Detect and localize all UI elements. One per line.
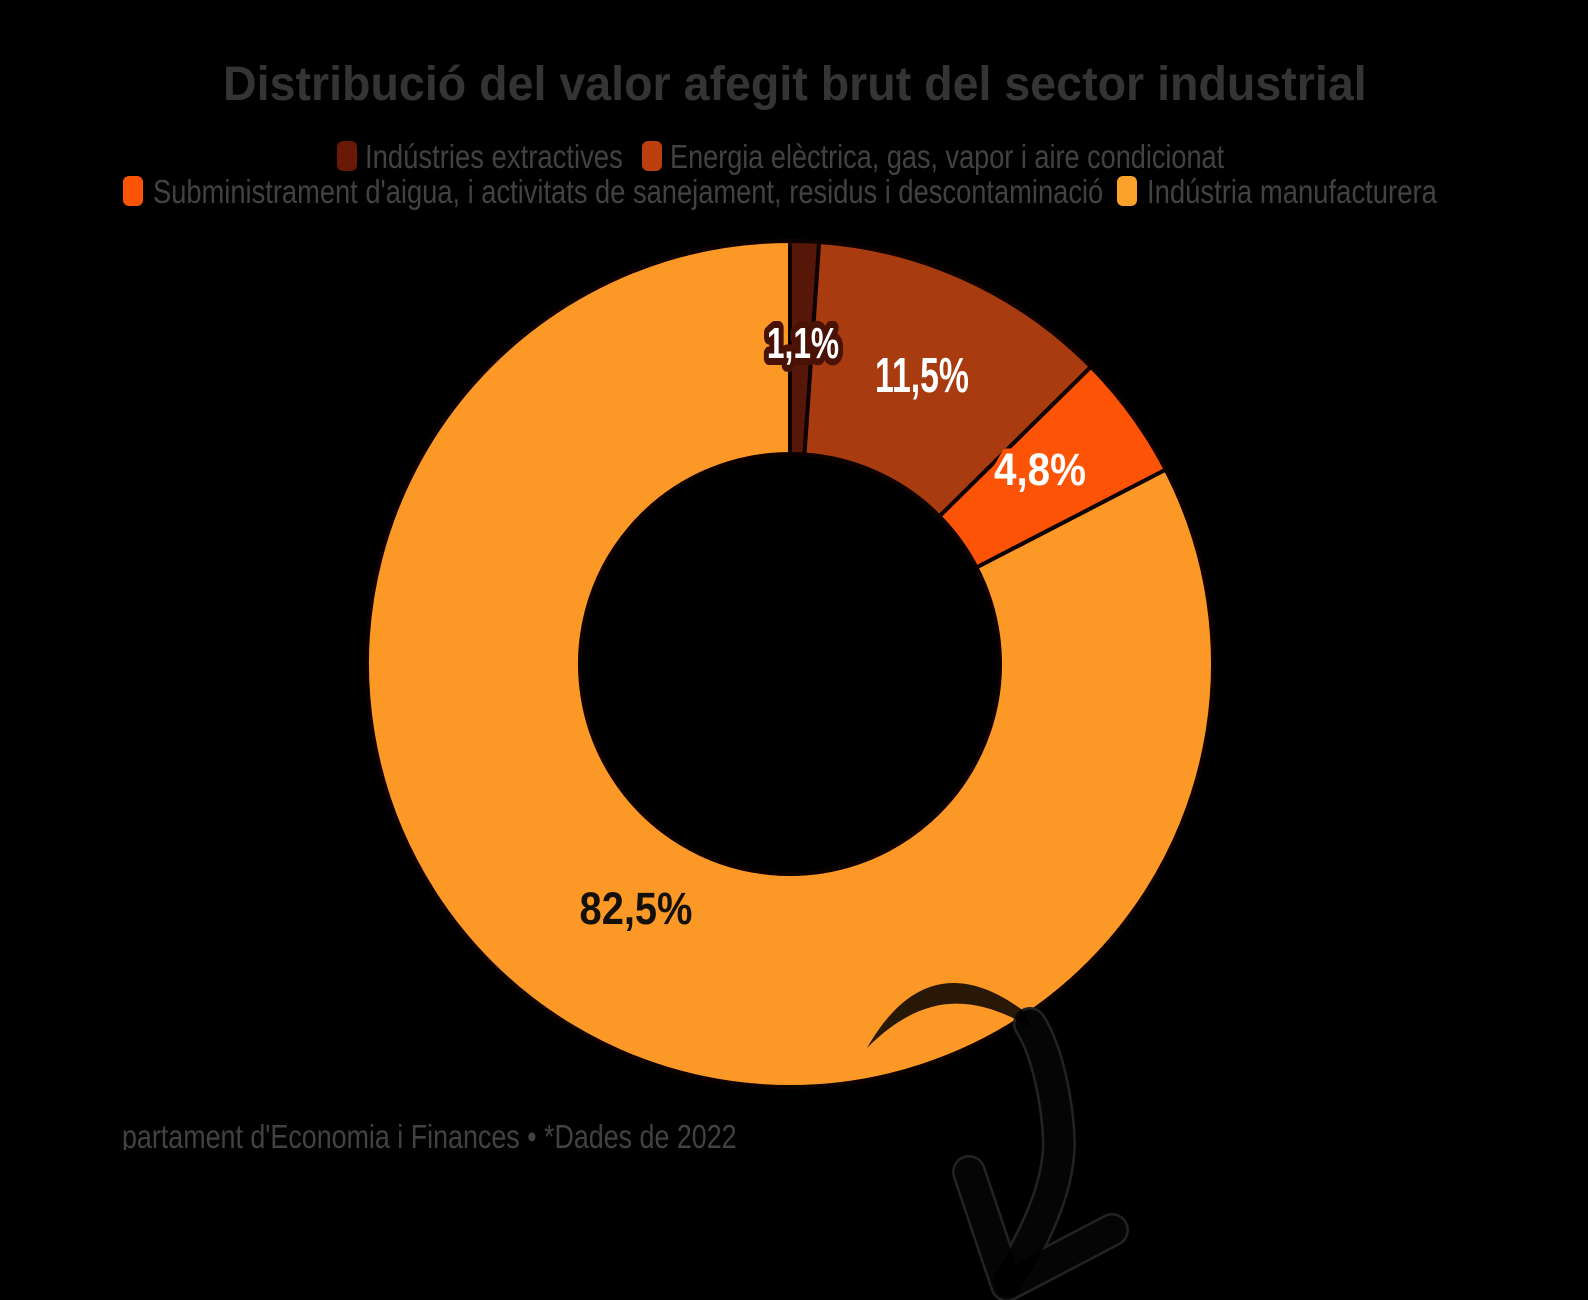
svg-text:Energia elèctrica, gas, vapor: Energia elèctrica, gas, vapor i aire con…	[670, 140, 1225, 176]
svg-text:Indústria manufacturera: Indústria manufacturera	[1147, 175, 1437, 211]
svg-text:Indústries extractives: Indústries extractives	[365, 140, 623, 176]
svg-text:4,8%: 4,8%	[994, 445, 1086, 496]
svg-text:Subministrament d'aigua, i act: Subministrament d'aigua, i activitats de…	[153, 175, 1103, 211]
svg-text:partament d'Economia i Finance: partament d'Economia i Finances • *Dades…	[122, 1119, 737, 1155]
svg-text:11,5%: 11,5%	[875, 348, 969, 403]
svg-text:1,1%: 1,1%	[767, 319, 839, 368]
svg-text:82,5%: 82,5%	[580, 885, 693, 935]
svg-text:Distribució del valor afegit b: Distribució del valor afegit brut del se…	[223, 57, 1367, 111]
